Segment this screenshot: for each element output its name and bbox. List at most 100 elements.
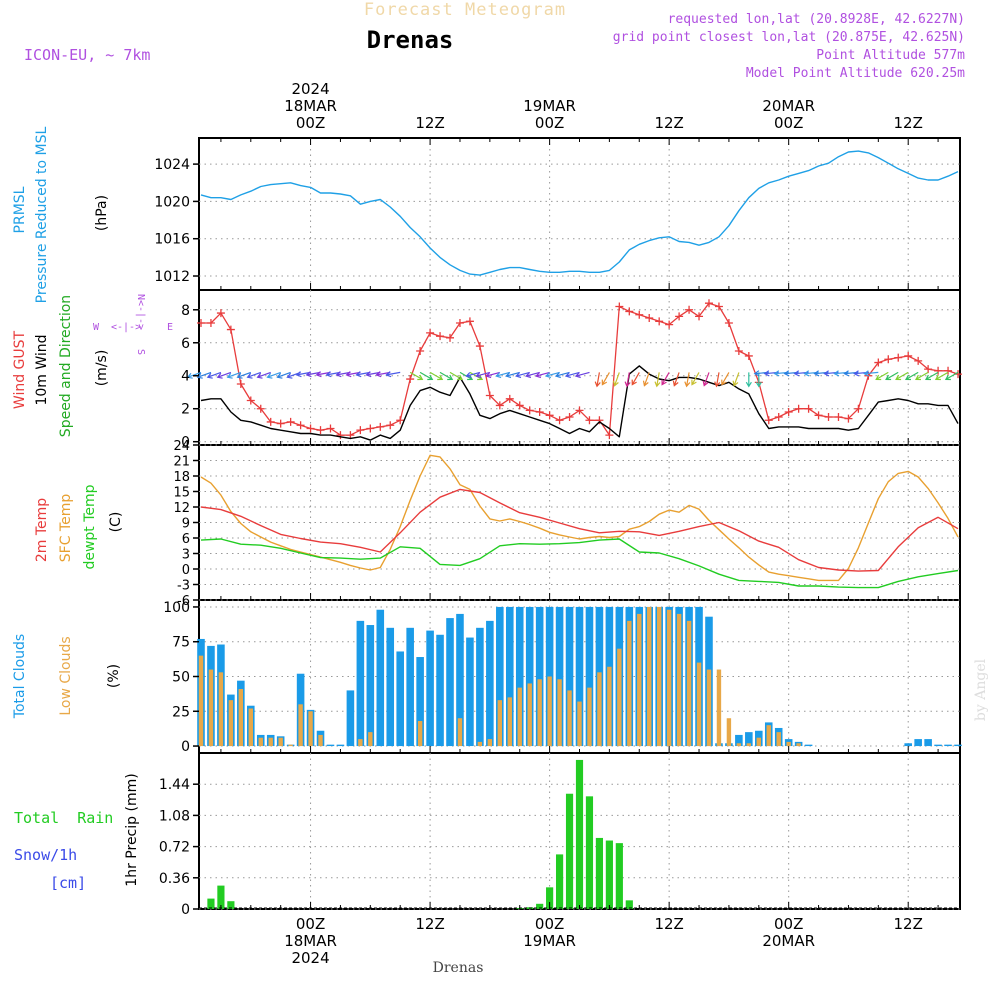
low-clouds-bar — [776, 732, 781, 747]
time-label-bottom: 2024 — [291, 949, 329, 967]
total-clouds-bar — [386, 627, 395, 747]
low-clouds-bar — [417, 721, 423, 747]
total-clouds-bar — [396, 651, 404, 747]
time-label-top: 12Z — [415, 114, 444, 132]
wind-gust-point — [495, 401, 504, 410]
wind-direction-arrow — [924, 371, 939, 381]
wind-direction-arrow — [485, 371, 500, 379]
wind-direction-arrow — [429, 371, 444, 381]
rain-bar — [605, 840, 613, 909]
total-clouds-bar — [505, 606, 514, 747]
wind-gust-point — [485, 391, 494, 400]
wind-gust-point — [605, 431, 614, 440]
wind-direction-arrow — [505, 371, 520, 379]
model-label: ICON-EU, ~ 7km — [24, 46, 150, 64]
wind-gust-point — [804, 404, 813, 413]
total-clouds-bar — [346, 690, 355, 747]
wind-gust-point — [266, 417, 275, 426]
wind-direction-arrow — [714, 372, 721, 388]
wind-gust-point — [505, 394, 514, 403]
pressure-ytick-label: 1024 — [154, 157, 190, 173]
wind-direction-arrow — [914, 371, 929, 381]
precip-ytick-label: 0 — [181, 902, 190, 918]
rain-bar — [207, 898, 215, 909]
wind-gust-line — [201, 302, 959, 436]
wind-gust-point — [615, 302, 624, 311]
total-clouds-bar — [924, 739, 932, 747]
temp-sfc-label: SFC Temp — [58, 494, 74, 563]
axes: 101210161020102402468-6-3036912151821240… — [154, 138, 939, 918]
temperature-ytick-label: 21 — [173, 455, 190, 470]
wind-direction-arrow — [631, 372, 640, 386]
wind-gust-point — [326, 424, 335, 433]
wind-gust-point — [924, 365, 933, 374]
total-clouds-bar — [366, 625, 375, 747]
clouds-unit: (%) — [106, 664, 122, 688]
wind-gust-point — [386, 421, 395, 430]
wind-gust-point — [934, 366, 943, 375]
low-clouds-bar — [517, 687, 522, 747]
wind-gust-point — [764, 416, 773, 425]
low-clouds-bar — [716, 669, 722, 747]
wind-10m-label: 10m Wind — [34, 334, 50, 405]
wind-gust-point — [226, 325, 235, 334]
temperature-ytick-label: 0 — [182, 563, 190, 578]
wind-direction-arrow — [895, 371, 909, 381]
wind-direction-arrow — [515, 371, 530, 379]
total-clouds-bar — [515, 606, 524, 747]
rain-bar — [546, 887, 554, 909]
footer-location: Drenas — [433, 960, 484, 976]
wind-direction-arrow — [246, 371, 262, 379]
total-clouds-bar — [575, 606, 584, 747]
wind-gust-point — [824, 412, 833, 421]
wind-gust-point — [625, 307, 634, 316]
wind-direction-arrow — [745, 372, 752, 388]
pressure-line — [200, 150, 959, 276]
low-clouds-bar — [597, 672, 602, 747]
wind-gust-point — [475, 342, 484, 351]
wind-direction-arrow — [385, 371, 401, 378]
wind-direction-arrow — [524, 371, 540, 379]
total-clouds-bar — [496, 606, 504, 747]
wind-gust-point — [724, 318, 733, 327]
wind-direction-arrow — [196, 371, 212, 379]
pressure-ytick-label: 1012 — [154, 269, 190, 285]
total-clouds-bar — [406, 627, 414, 747]
wind-gust-point — [416, 347, 425, 356]
wind-direction-arrow — [672, 372, 680, 387]
rain-bar — [615, 843, 623, 909]
compass-west: W — [93, 322, 100, 333]
time-label-bottom: 12Z — [894, 915, 923, 933]
compass-south: S — [135, 349, 146, 355]
wind-direction-arrow — [684, 372, 691, 388]
total-clouds-bar — [525, 606, 534, 747]
total-clouds-bar — [565, 606, 574, 747]
precip-ytick-label: 1.08 — [159, 808, 190, 824]
low-clouds-bar — [318, 734, 323, 747]
time-label-top: 18MAR — [284, 97, 337, 115]
wind-ytick-label: 6 — [181, 336, 190, 352]
wind-gust-point — [216, 309, 225, 318]
wind-speed-direction-label: Speed and Direction — [58, 295, 74, 437]
wind-frame — [198, 289, 961, 446]
wind-gust-point — [426, 328, 435, 337]
precip-unit: 1hr Precip (mm) — [124, 773, 140, 886]
low-clouds-label: Low Clouds — [58, 636, 74, 715]
sfc-temp-line — [200, 454, 959, 582]
wind-gust-point — [585, 416, 594, 425]
wind-gust-point — [525, 406, 534, 415]
temperature-ytick-label: 18 — [173, 470, 190, 485]
wind-gust-point — [635, 310, 644, 319]
low-clouds-bar — [726, 718, 732, 747]
temp-2m-line — [200, 488, 959, 572]
wind-gust-point — [645, 314, 654, 323]
wind-gust-point — [894, 353, 903, 362]
wind-gust-point — [296, 421, 305, 430]
clouds-ytick-label: 25 — [172, 704, 190, 720]
total-clouds-bar — [486, 620, 494, 747]
dewpt-line — [200, 538, 959, 589]
wind-gust-label: Wind GUST — [12, 330, 28, 409]
time-label-bottom: 20MAR — [762, 932, 815, 950]
wind-direction-arrow — [574, 371, 590, 379]
time-label-bottom: 12Z — [654, 915, 683, 933]
